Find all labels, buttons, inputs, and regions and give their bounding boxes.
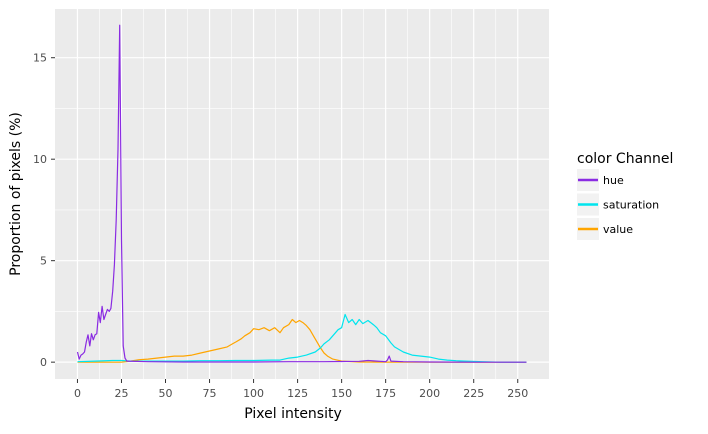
- legend-label-hue: hue: [603, 174, 624, 187]
- x-tick-label: 50: [159, 387, 173, 400]
- x-tick-label: 25: [114, 387, 128, 400]
- x-tick-label: 100: [243, 387, 264, 400]
- legend: color Channel hue saturation value: [577, 151, 673, 240]
- x-tick-label: 200: [419, 387, 440, 400]
- x-tick-label: 0: [74, 387, 81, 400]
- y-axis: 0 5 10 15: [33, 52, 55, 369]
- plot-panel: [55, 9, 549, 379]
- y-tick-label: 0: [40, 356, 47, 369]
- x-tick-label: 150: [331, 387, 352, 400]
- y-tick-label: 10: [33, 153, 47, 166]
- series-line-saturation: [77, 313, 527, 363]
- x-tick-label: 75: [203, 387, 217, 400]
- x-tick-label: 250: [507, 387, 528, 400]
- y-tick-label: 15: [33, 52, 47, 65]
- series-lines: [76, 24, 527, 363]
- legend-label-value: value: [603, 223, 633, 236]
- legend-title: color Channel: [577, 151, 673, 167]
- series-line-hue: [76, 24, 527, 363]
- x-axis: 0 25 50 75 100 125 150 175 200 225 250: [74, 379, 528, 400]
- x-tick-label: 225: [463, 387, 484, 400]
- x-tick-label: 175: [375, 387, 396, 400]
- series-line-value: [77, 318, 527, 363]
- legend-label-saturation: saturation: [603, 199, 659, 212]
- x-tick-label: 125: [287, 387, 308, 400]
- y-axis-title: Proportion of pixels (%): [8, 112, 24, 276]
- x-axis-title: Pixel intensity: [244, 406, 342, 422]
- y-tick-label: 5: [40, 255, 47, 268]
